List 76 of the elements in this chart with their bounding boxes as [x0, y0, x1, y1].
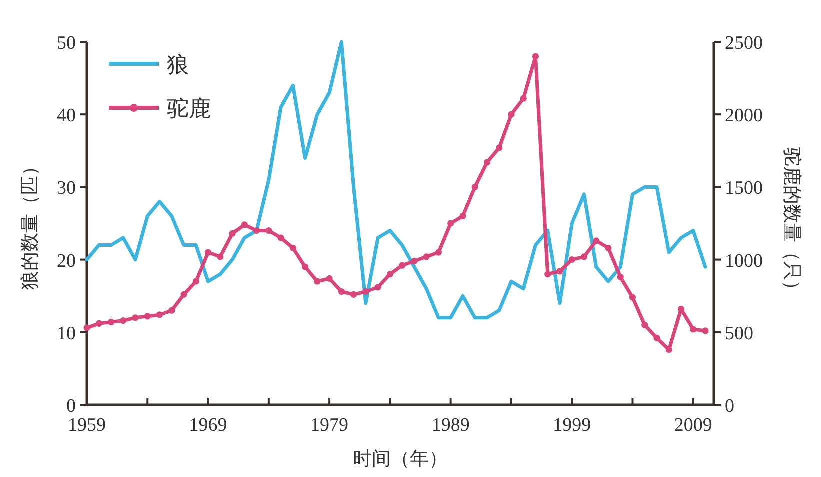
- point: [472, 184, 478, 190]
- point: [338, 288, 345, 296]
- y-tick-label: 50: [57, 33, 76, 54]
- y-axis-title: 狼的数量（匹）: [20, 157, 41, 290]
- y2-tick-label: 1500: [725, 178, 763, 200]
- point: [435, 249, 442, 256]
- point: [374, 284, 382, 291]
- x-tick-label: 1979: [310, 415, 349, 436]
- point: [229, 230, 236, 237]
- legend-label: 狼: [167, 52, 189, 77]
- point: [642, 322, 648, 328]
- legend-label: 驼鹿: [167, 96, 211, 121]
- y-tick-label: 0: [66, 396, 76, 417]
- y2-tick-label: 2000: [725, 106, 763, 127]
- point: [690, 326, 697, 333]
- y2-tick-label: 500: [725, 323, 754, 344]
- point: [654, 334, 660, 342]
- point: [302, 264, 309, 270]
- y-tick-label: 40: [57, 106, 76, 127]
- point: [508, 111, 515, 118]
- point: [362, 288, 370, 296]
- line-series: [85, 40, 708, 320]
- point: [423, 254, 430, 260]
- y-tick-label: 10: [57, 323, 76, 344]
- point: [460, 212, 466, 220]
- x-axis-title: 时间（年）: [353, 449, 448, 470]
- point: [448, 220, 454, 227]
- point: [278, 234, 284, 242]
- point: [241, 222, 248, 228]
- y-tick-label: 30: [57, 178, 76, 200]
- point: [144, 313, 151, 320]
- point: [556, 268, 564, 275]
- point: [702, 328, 709, 334]
- point: [568, 256, 576, 264]
- point: [484, 159, 491, 166]
- point: [605, 244, 612, 252]
- y2-tick-label: 1000: [725, 250, 763, 272]
- point: [496, 144, 503, 152]
- point: [386, 271, 394, 278]
- point: [411, 258, 418, 265]
- point: [84, 324, 90, 332]
- point: [666, 346, 672, 354]
- point: [253, 227, 260, 234]
- point: [544, 271, 552, 278]
- point: [326, 275, 333, 282]
- point: [204, 249, 212, 256]
- x-tick-label: 1959: [68, 415, 106, 436]
- point: [192, 278, 200, 285]
- y2-tick-label: 0: [725, 396, 734, 417]
- point: [266, 227, 272, 234]
- x-tick-label: 1969: [189, 415, 228, 436]
- point: [180, 291, 188, 298]
- x-tick-label: 1989: [432, 415, 470, 436]
- x-tick-label: 1999: [553, 415, 592, 436]
- point: [132, 314, 139, 322]
- point: [593, 238, 600, 244]
- point: [520, 95, 527, 102]
- point: [96, 320, 102, 327]
- y-tick-label: 20: [57, 250, 76, 272]
- point: [350, 291, 358, 298]
- point: [217, 254, 224, 260]
- point: [168, 307, 176, 314]
- point: [678, 306, 685, 312]
- point: [617, 274, 624, 281]
- point: [156, 312, 164, 318]
- x-tick-label: 2009: [674, 415, 712, 436]
- point: [314, 278, 321, 285]
- point: [532, 53, 540, 60]
- y2-axis-title: 驼鹿的数量（只）: [781, 148, 803, 300]
- point: [120, 317, 127, 324]
- point: [108, 318, 115, 326]
- point: [629, 294, 636, 301]
- point: [399, 262, 406, 269]
- point: [580, 254, 588, 260]
- point: [290, 244, 296, 252]
- y2-tick-label: 2500: [725, 33, 763, 54]
